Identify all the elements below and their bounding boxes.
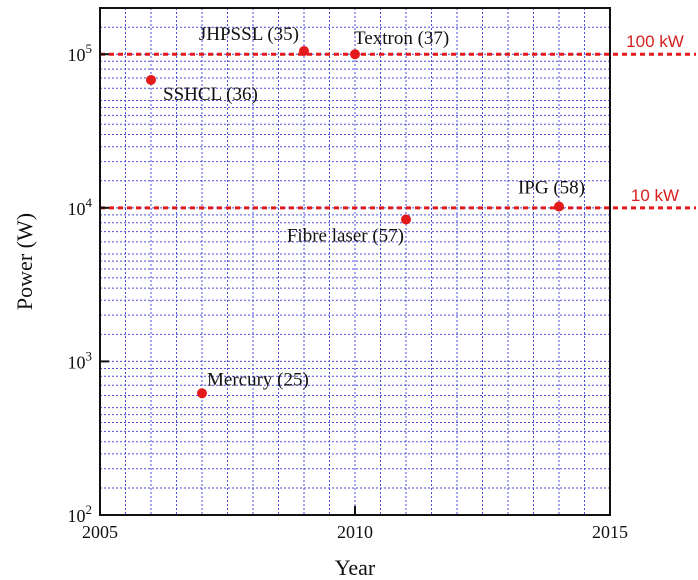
- data-point: [350, 49, 360, 60]
- x-tick-label: 2005: [82, 522, 118, 542]
- reference-line-label: 100 kW: [626, 32, 684, 51]
- data-points: [146, 45, 564, 399]
- reference-line-label: 10 kW: [631, 186, 679, 205]
- data-point-label: Textron (37): [354, 28, 449, 49]
- data-point: [146, 74, 156, 85]
- grid: [100, 8, 610, 515]
- point-labels: SSHCL (36) JHPSSL (35) Textron (37) Fibre l…: [163, 24, 585, 390]
- data-point-label: IPG (58): [518, 178, 585, 199]
- data-point: [197, 388, 207, 399]
- x-tick-label: 2010: [337, 522, 373, 542]
- data-point: [554, 201, 564, 212]
- y-tick-label: 105: [68, 41, 93, 65]
- data-point: [401, 214, 411, 225]
- data-point-label: Mercury (25): [207, 369, 309, 390]
- data-point: [299, 45, 309, 56]
- x-axis-title: Year: [335, 555, 376, 580]
- data-point-label: SSHCL (36): [163, 84, 258, 105]
- data-point-label: Fibre laser (57): [287, 225, 404, 246]
- y-tick-label: 103: [68, 348, 93, 372]
- data-point-label: JHPSSL (35): [199, 24, 299, 45]
- x-tick-label: 2015: [592, 522, 628, 542]
- y-axis-title: Power (W): [12, 213, 37, 310]
- reference-lines: 100 kW 10 kW: [100, 32, 696, 210]
- y-tick-label: 104: [68, 195, 93, 219]
